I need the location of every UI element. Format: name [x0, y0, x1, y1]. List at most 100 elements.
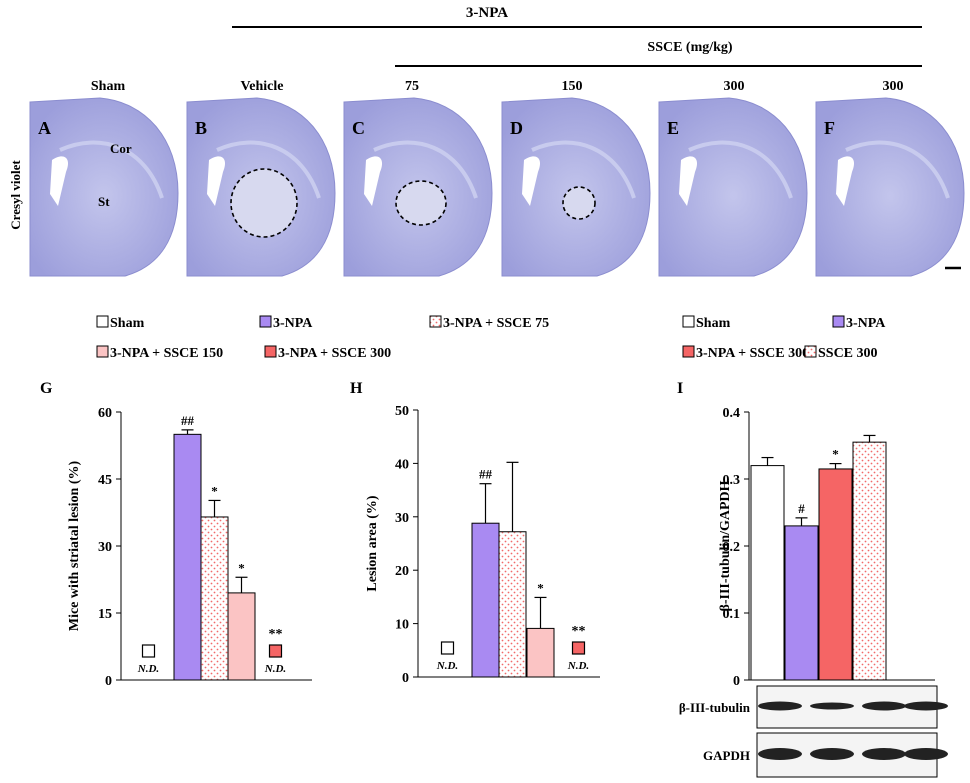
significance-mark: ##	[181, 413, 195, 428]
chart-panel-g: G Mice with striatal lesion (%) 0 15 30 45 60 N…	[40, 380, 312, 689]
brain-section-b: Vehicle B	[186, 79, 336, 277]
bar	[200, 516, 229, 681]
legend-label: 3-NPA + SSCE 300	[278, 346, 391, 361]
legend-swatch	[832, 315, 845, 328]
legend-item: 3-NPA + SSCE 300	[682, 345, 809, 361]
lesion-area	[396, 181, 446, 225]
significance-mark: *	[832, 447, 839, 462]
significance-mark: **	[572, 624, 586, 639]
ventricle	[207, 156, 226, 206]
y-tick-label: 0	[402, 671, 409, 686]
panel-letter: I	[677, 380, 683, 397]
y-tick-label: 0.3	[723, 473, 741, 488]
western-blots: β-III-tubulin GAPDH	[679, 685, 948, 778]
nd-marker	[571, 641, 586, 655]
panel-letter: E	[667, 118, 679, 138]
y-axis-label: Mice with striatal lesion (%)	[67, 461, 82, 632]
bar	[750, 465, 785, 681]
bar-group: ##	[471, 467, 500, 678]
ventricle	[364, 156, 383, 206]
corpus-callosum	[845, 140, 950, 199]
y-tick-label: 20	[395, 564, 409, 579]
blot-band	[810, 748, 854, 760]
nd-marker	[440, 641, 455, 655]
panel-letter: H	[350, 380, 363, 397]
blot-band	[758, 701, 802, 711]
significance-mark: #	[798, 501, 805, 516]
ventricle	[836, 156, 855, 206]
legend-right: Sham 3-NPA 3-NPA + SSCE 300 SSCE 300	[682, 315, 886, 361]
legend-item: SSCE 300	[804, 345, 878, 361]
bar	[173, 433, 202, 681]
panel-letter: B	[195, 118, 207, 138]
legend-item: 3-NPA + SSCE 150	[96, 345, 223, 361]
legend-item: 3-NPA	[259, 315, 313, 331]
nd-label: N.D.	[567, 660, 589, 672]
region-label-striatum: St	[98, 194, 110, 209]
y-axis-label: β-III-tubulin/GAPDH	[718, 480, 733, 611]
blot-band	[810, 702, 854, 710]
y-tick-label: 0.2	[723, 540, 741, 555]
y-tick-label: 60	[98, 406, 112, 421]
bar-group: *	[227, 560, 256, 681]
bar-group: ##	[173, 413, 202, 681]
group-label: 150	[562, 79, 583, 94]
significance-mark: *	[238, 560, 245, 575]
legend-swatch	[682, 345, 695, 358]
bar-group: N.D.	[436, 641, 458, 672]
y-tick-label: 45	[98, 473, 112, 488]
group-label: 300	[883, 79, 904, 94]
significance-mark: *	[537, 580, 544, 595]
nd-marker	[141, 644, 156, 658]
y-tick-label: 15	[98, 607, 112, 622]
brain-section-d: 150 D	[501, 79, 651, 277]
blot-band	[862, 748, 906, 760]
group-label: Sham	[91, 79, 126, 94]
significance-mark: **	[269, 627, 283, 642]
legend-label: Sham	[110, 316, 145, 331]
significance-mark: *	[211, 483, 218, 498]
y-tick-label: 0.4	[723, 406, 741, 421]
legend-label: 3-NPA + SSCE 150	[110, 346, 223, 361]
region-label-cortex: Cor	[110, 141, 132, 156]
lesion-area	[563, 187, 595, 219]
corpus-callosum	[373, 140, 478, 199]
bar	[471, 522, 500, 678]
bar-group: N.D. **	[264, 627, 286, 675]
y-tick-label: 0	[733, 674, 740, 689]
y-tick-label: 10	[395, 618, 409, 633]
legend-item: 3-NPA	[832, 315, 886, 331]
bar-group	[498, 461, 527, 678]
brain-section-a: Sham A Cor St	[29, 79, 179, 277]
legend-left: Sham 3-NPA 3-NPA + SSCE 75 3-NPA + SSCE 150…	[96, 315, 549, 361]
brain-tissue	[29, 97, 179, 277]
ventricle	[50, 156, 69, 206]
bar-group: #	[784, 501, 819, 681]
chart-panel-i: Iβ-III-tubulin/GAPDH 0 0.1 0.2 0.3 0.4 # *	[677, 380, 935, 689]
legend-label: 3-NPA	[273, 316, 313, 331]
lesion-outline	[230, 168, 298, 238]
panel-letter: C	[352, 118, 365, 138]
legend-label: 3-NPA + SSCE 300	[696, 346, 809, 361]
legend-swatch	[804, 345, 817, 358]
legend-item: Sham	[682, 315, 731, 331]
brain-tissue	[815, 97, 965, 277]
blot-band	[904, 748, 948, 760]
legend-swatch	[682, 315, 695, 328]
corpus-callosum	[59, 140, 164, 199]
bar-group: *	[200, 483, 229, 681]
panel-letter: D	[510, 118, 523, 138]
panel-letter: G	[40, 380, 53, 397]
nd-label: N.D.	[137, 663, 159, 675]
bar-group: *	[818, 447, 853, 681]
y-tick-label: 0.1	[723, 607, 741, 622]
blot-label: GAPDH	[703, 748, 750, 763]
nd-label: N.D.	[264, 663, 286, 675]
corpus-callosum	[531, 140, 636, 199]
y-axis-label: Lesion area (%)	[365, 495, 380, 592]
ssce-header-label: SSCE (mg/kg)	[647, 40, 733, 55]
legend-label: SSCE 300	[818, 346, 878, 361]
bar	[526, 627, 555, 678]
legend-item: Sham	[96, 315, 145, 331]
legend-swatch	[429, 315, 442, 328]
